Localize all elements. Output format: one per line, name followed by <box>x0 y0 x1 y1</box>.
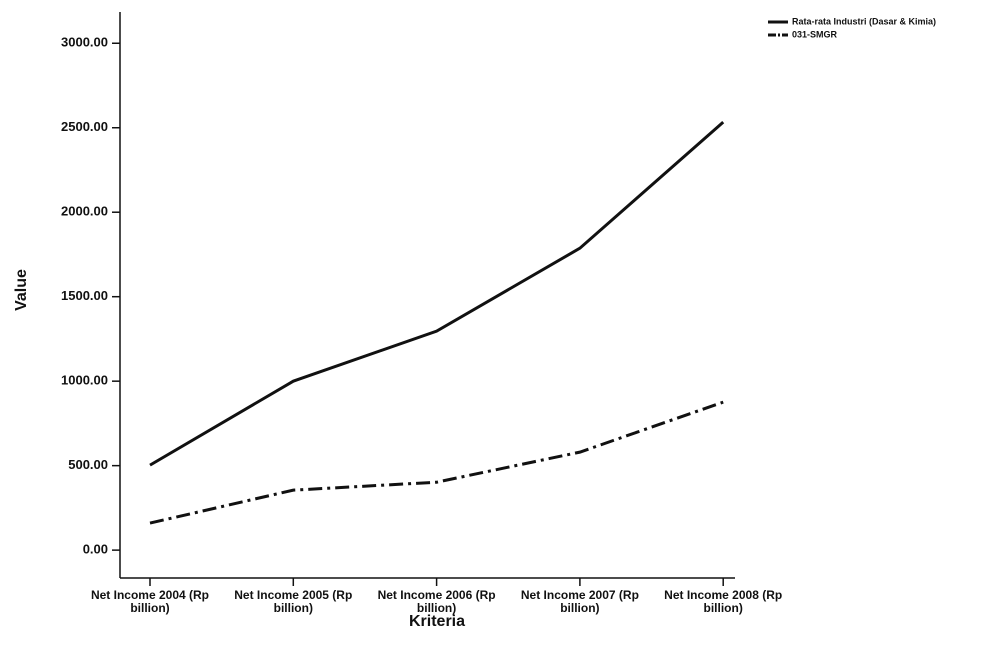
y-tick-label: 1500.00 <box>61 288 108 303</box>
y-tick-label: 500.00 <box>68 457 108 472</box>
series-line <box>150 122 723 465</box>
legend-label: Rata-rata Industri (Dasar & Kimia) <box>792 16 936 26</box>
x-tick-label: Net Income 2006 (Rp billion) <box>367 589 507 615</box>
y-tick-label: 2500.00 <box>61 119 108 134</box>
x-tick-label: Net Income 2007 (Rp billion) <box>510 589 650 615</box>
x-tick-label: Net Income 2005 (Rp billion) <box>223 589 363 615</box>
y-tick-label: 3000.00 <box>61 35 108 50</box>
y-axis-label: Value <box>13 269 30 311</box>
page: Value Kriteria 0.00 500.00 1000.00 1500.00 2… <box>0 0 990 656</box>
x-tick-label: Net Income 2008 (Rp billion) <box>653 589 793 615</box>
y-tick-label: 0.00 <box>83 542 108 557</box>
series-line <box>150 402 723 523</box>
legend-label: 031-SMGR <box>792 29 838 39</box>
chart: Value Kriteria 0.00 500.00 1000.00 1500.00 2… <box>0 0 990 656</box>
x-axis-label: Kriteria <box>409 613 465 630</box>
x-tick-label: Net Income 2004 (Rp billion) <box>80 589 220 615</box>
y-tick-label: 2000.00 <box>61 204 108 219</box>
y-tick-label: 1000.00 <box>61 373 108 388</box>
